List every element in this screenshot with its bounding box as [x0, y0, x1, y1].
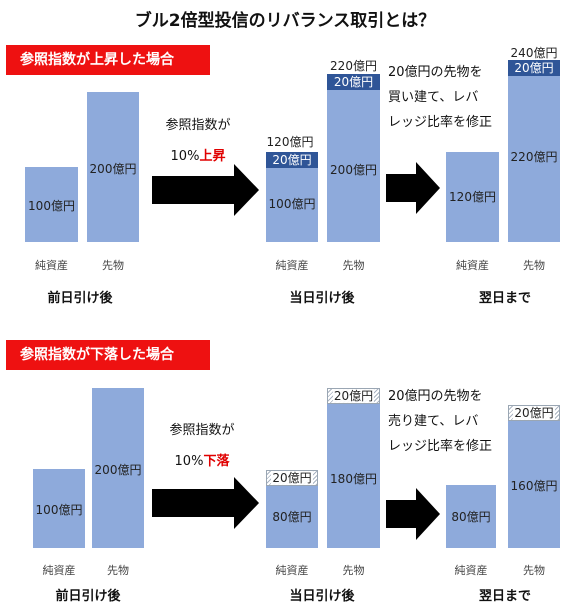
bar-prev-net-assets-down: 100億円 — [33, 469, 85, 548]
bar-next-net-assets-up: 120億円 — [446, 152, 499, 242]
rebalance-note-up: 20億円の先物を 買い建て、レバ レッジ比率を修正 — [388, 60, 508, 135]
move-note-line: 10%下落 — [152, 446, 252, 477]
note-line: レッジ比率を修正 — [388, 115, 493, 130]
banner-up: 参照指数が上昇した場合 — [6, 45, 210, 75]
x-label: 純資産 — [456, 259, 489, 272]
x-label: 先物 — [523, 259, 545, 272]
bar-total-label: 240億円 — [510, 46, 558, 60]
arrow-right-icon — [386, 162, 440, 214]
bar-total-label: 120億円 — [266, 135, 314, 149]
bar-value: 220億円 — [510, 150, 558, 164]
loss-segment: 20億円 — [327, 388, 380, 404]
period-label: 当日引け後 — [289, 291, 355, 306]
period-label: 前日引け後 — [55, 589, 121, 604]
x-label: 先物 — [342, 259, 365, 272]
bar-prev-futures-down: 200億円 — [92, 388, 144, 548]
bar-value: 120億円 — [449, 190, 496, 204]
bar-value: 100億円 — [28, 199, 75, 213]
note-line: レッジ比率を修正 — [388, 439, 493, 454]
move-note-up: 参照指数が 10%上昇 — [148, 110, 248, 172]
x-label: 純資産 — [454, 564, 488, 577]
bar-value: 180億円 — [330, 472, 377, 486]
bar-value: 100億円 — [268, 197, 316, 211]
arrow-right-icon — [386, 488, 440, 540]
bar-value: 200億円 — [89, 162, 137, 176]
move-percent: 10% — [174, 454, 204, 469]
period-label: 翌日まで — [478, 291, 531, 306]
x-label: 先物 — [342, 564, 365, 577]
move-note-down: 参照指数が 10%下落 — [152, 415, 252, 477]
arrow-right-icon — [152, 477, 259, 529]
x-label: 先物 — [102, 259, 124, 272]
loss-label: 20億円 — [513, 406, 555, 420]
period-label: 前日引け後 — [47, 291, 113, 306]
bar-today-futures-down: 180億円 — [327, 404, 380, 548]
bar-today-net-assets-up: 100億円 — [266, 168, 318, 242]
increase-segment: 20億円 — [508, 60, 560, 76]
x-label: 先物 — [107, 564, 129, 577]
increase-segment: 20億円 — [266, 152, 318, 168]
x-label: 純資産 — [275, 259, 309, 272]
period-label: 当日引け後 — [289, 589, 355, 604]
note-line: 売り建て、レバ — [388, 414, 479, 429]
bar-value: 100億円 — [35, 503, 83, 517]
page-title: ブル2倍型投信のリバランス取引とは？ — [134, 11, 436, 31]
bar-prev-net-assets-up: 100億円 — [25, 167, 78, 242]
note-line: 20億円の先物を — [388, 65, 483, 80]
note-line: 20億円の先物を — [388, 389, 483, 404]
bar-value: 80億円 — [272, 510, 312, 524]
bar-value: 200億円 — [330, 163, 377, 177]
bar-next-futures-up: 220億円 — [508, 76, 560, 242]
x-label: 純資産 — [42, 564, 76, 577]
move-note-line: 参照指数が — [165, 118, 231, 133]
loss-label: 20億円 — [271, 471, 313, 485]
arrow-right-icon — [152, 164, 259, 216]
move-percent: 10% — [170, 149, 200, 164]
bar-today-futures-up: 200億円 — [327, 90, 380, 242]
bar-prev-futures-up: 200億円 — [87, 92, 139, 242]
loss-label: 20億円 — [332, 389, 375, 403]
bar-next-net-assets-down: 80億円 — [446, 485, 496, 548]
increase-segment: 20億円 — [327, 74, 380, 90]
x-label: 先物 — [523, 564, 545, 577]
x-label: 純資産 — [275, 564, 309, 577]
loss-segment: 20億円 — [266, 470, 318, 486]
bar-today-net-assets-down: 80億円 — [266, 486, 318, 548]
bar-total-label: 220億円 — [330, 59, 377, 73]
move-word: 上昇 — [199, 149, 226, 164]
bar-next-futures-down: 160億円 — [508, 421, 560, 548]
bar-value: 80億円 — [451, 510, 491, 524]
x-label: 純資産 — [35, 259, 68, 272]
move-word: 下落 — [203, 454, 230, 469]
move-note-line: 10%上昇 — [148, 141, 248, 172]
bar-value: 200億円 — [94, 463, 142, 477]
banner-down: 参照指数が下落した場合 — [6, 340, 210, 370]
move-note-line: 参照指数が — [169, 423, 235, 438]
note-line: 買い建て、レバ — [388, 90, 479, 105]
bar-value: 160億円 — [510, 479, 558, 493]
loss-segment: 20億円 — [508, 405, 560, 421]
period-label: 翌日まで — [478, 589, 531, 604]
rebalance-note-down: 20億円の先物を 売り建て、レバ レッジ比率を修正 — [388, 384, 508, 459]
